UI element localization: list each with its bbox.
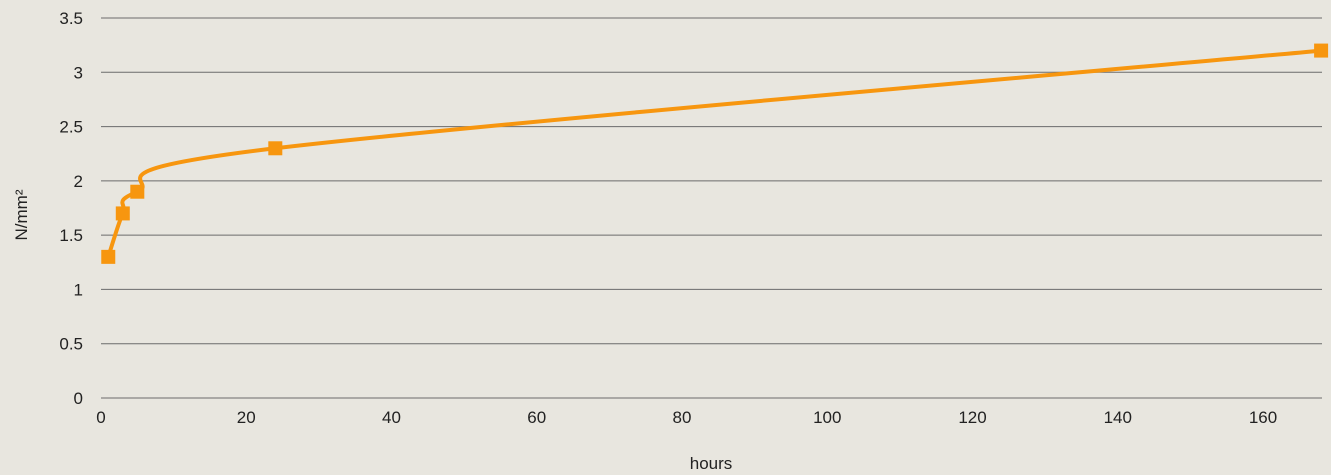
x-tick-label: 160: [1249, 408, 1277, 427]
y-tick-label: 2: [74, 172, 83, 191]
x-tick-label: 0: [96, 408, 105, 427]
y-tick-label: 3: [74, 63, 83, 82]
y-tick-label: 2.5: [59, 118, 83, 137]
series-line: [106, 48, 1324, 259]
x-tick-label: 120: [958, 408, 986, 427]
data-point: [130, 184, 145, 199]
y-tick-label: 0: [74, 389, 83, 408]
series: [101, 43, 1329, 264]
x-tick-label: 100: [813, 408, 841, 427]
grid-lines: [101, 17, 1322, 399]
data-point: [101, 249, 116, 264]
x-axis-label: hours: [690, 454, 733, 473]
y-tick-label: 3.5: [59, 9, 83, 28]
x-tick-label: 60: [527, 408, 546, 427]
data-point: [268, 141, 283, 156]
y-tick-label: 1: [74, 280, 83, 299]
data-point: [115, 206, 130, 221]
tick-labels: 0 0.5 1 1.5 2 2.5 3 3.5 0 20 40 60 80 100 120 140 160: [59, 9, 1277, 427]
x-tick-label: 20: [237, 408, 256, 427]
x-tick-label: 140: [1104, 408, 1132, 427]
y-tick-label: 0.5: [59, 335, 83, 354]
x-tick-label: 80: [673, 408, 692, 427]
data-point: [1314, 43, 1329, 58]
y-axis-label: N/mm²: [12, 189, 31, 240]
y-tick-label: 1.5: [59, 226, 83, 245]
x-tick-label: 40: [382, 408, 401, 427]
